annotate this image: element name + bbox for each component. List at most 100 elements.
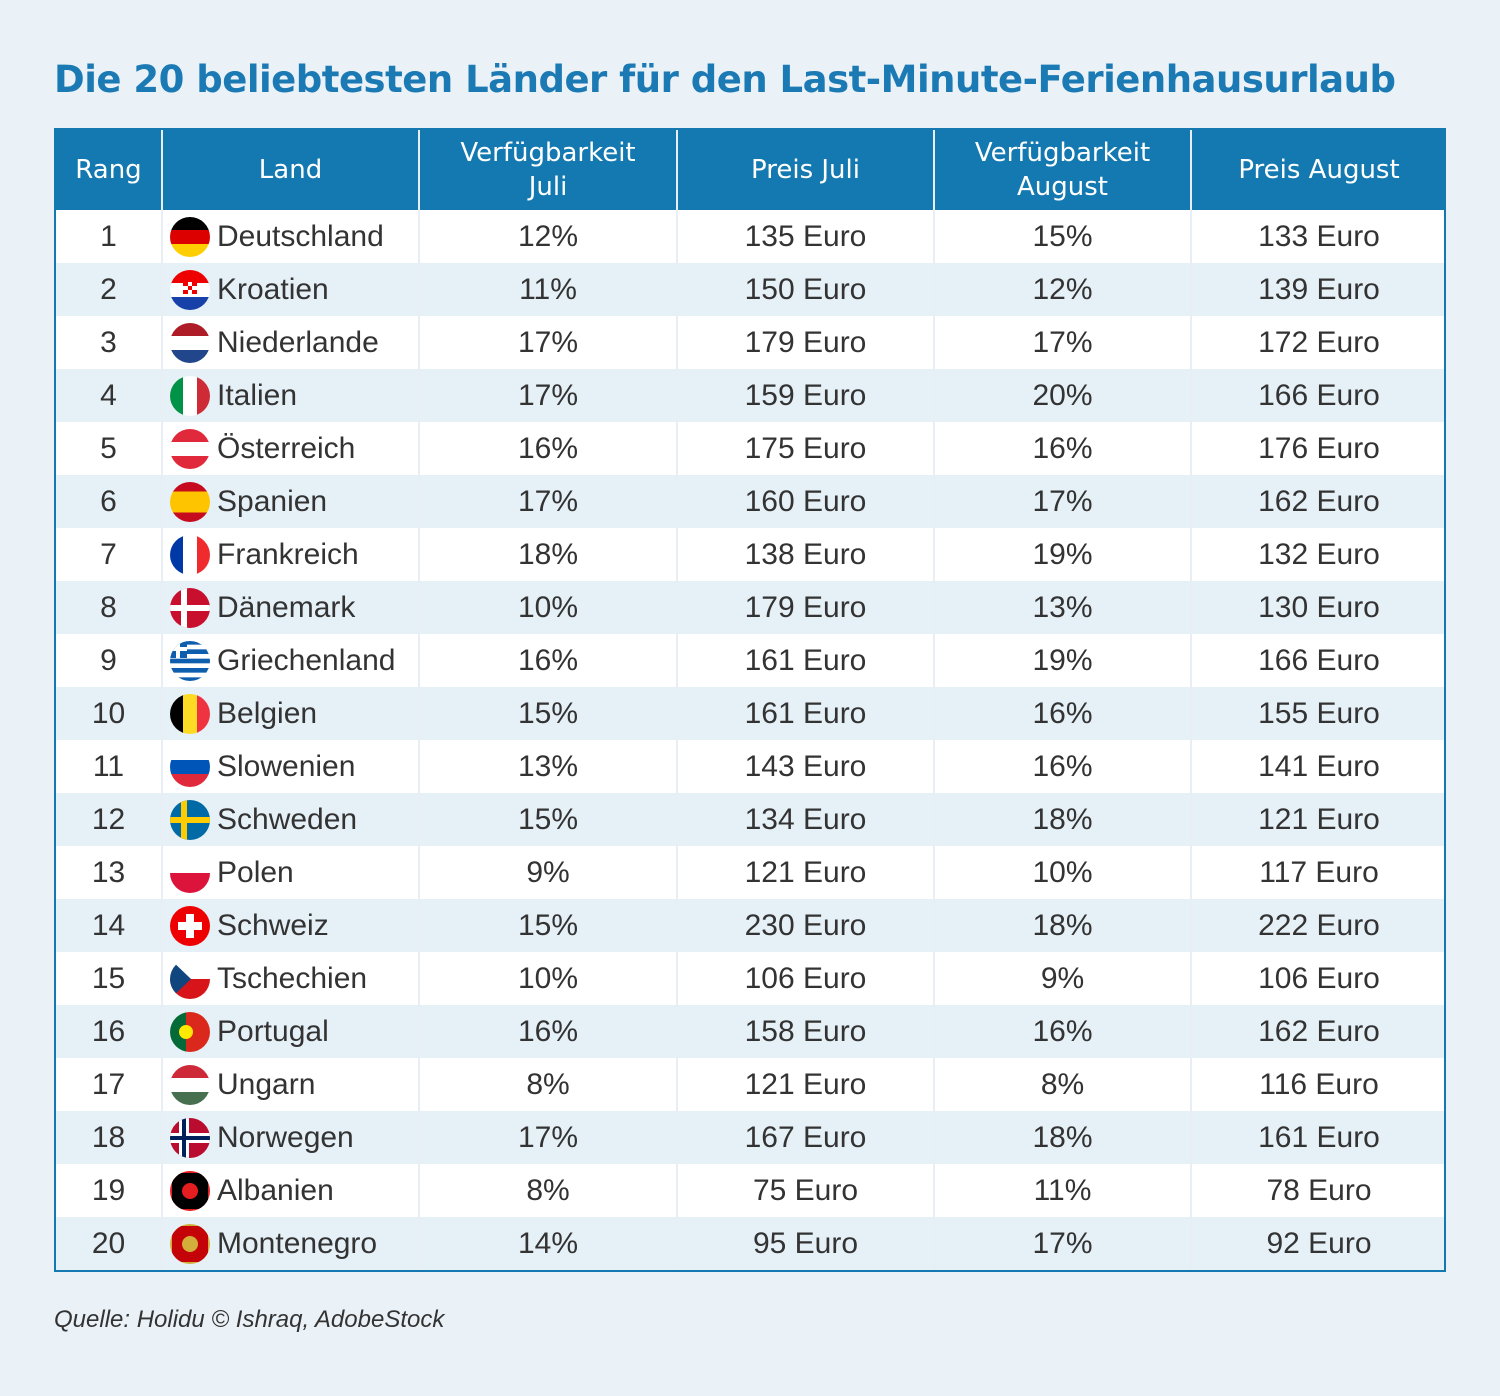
table-row: 8 Dänemark 10% 179 Euro 13% 130 Euro: [56, 581, 1444, 634]
table-cell: 10%: [418, 581, 676, 634]
table-cell: 11%: [933, 1164, 1190, 1217]
table-cell: 134 Euro: [676, 793, 933, 846]
table-cell: 15%: [418, 687, 676, 740]
table-cell: 179 Euro: [676, 581, 933, 634]
flag: [170, 693, 210, 734]
flag-part: [170, 491, 210, 502]
flag-part: [170, 759, 210, 774]
flag-part: [182, 1235, 198, 1252]
flag-part: [170, 958, 210, 999]
land-cell: Österreich: [161, 422, 418, 475]
country-name: Griechenland: [217, 643, 396, 677]
table-cell: 9%: [418, 846, 676, 899]
table-cell: 158 Euro: [676, 1005, 933, 1058]
flag: [170, 799, 210, 840]
country-name: Dänemark: [217, 590, 356, 624]
flag-part: [170, 872, 210, 893]
table-cell: 8%: [418, 1164, 676, 1217]
land-cell: Schweiz: [161, 899, 418, 952]
table-cell: 17%: [933, 475, 1190, 528]
table-cell: 20: [91, 1226, 126, 1260]
land-cell: Italien: [161, 369, 418, 422]
table-cell: 16%: [933, 740, 1190, 793]
table-cell: 121 Euro: [676, 846, 933, 899]
flag-part: [170, 216, 210, 257]
land-cell: Slowenien: [161, 740, 418, 793]
flag: [170, 587, 210, 628]
table-cell: 1: [100, 219, 117, 253]
table-row: 20 Montenegro 14% 95 Euro 17% 92 Euro: [56, 1217, 1444, 1270]
table-cell: 143 Euro: [676, 740, 933, 793]
flag-part: [170, 269, 210, 283]
flag-part: [170, 816, 210, 823]
table: Rang Land Verfügbarkeit Juli Preis Juli Verf…: [54, 128, 1446, 1272]
land-cell: Frankreich: [161, 528, 418, 581]
flag-part: [170, 644, 210, 650]
table-cell: 166 Euro: [1190, 369, 1446, 422]
table-row: 9 Griechenland 16% 161 Euro 19% 166 Euro: [56, 634, 1444, 687]
flag-part: [170, 296, 210, 310]
table-cell: 8%: [418, 1058, 676, 1111]
table-cell: 12: [91, 802, 126, 836]
table-row: 6 Spanien 17% 160 Euro 17% 162 Euro: [56, 475, 1444, 528]
land-cell: Schweden: [161, 793, 418, 846]
land-cell: Kroatien: [161, 263, 418, 316]
flag: [170, 640, 210, 681]
flag: [170, 958, 210, 999]
table-cell: 117 Euro: [1190, 846, 1446, 899]
flag-part: [170, 534, 184, 575]
header-row: Rang Land Verfügbarkeit Juli Preis Juli Verf…: [56, 130, 1444, 210]
flag-part: [170, 587, 210, 628]
table-cell: 139 Euro: [1190, 263, 1446, 316]
table-cell: 16%: [418, 422, 676, 475]
land-cell: Deutschland: [161, 210, 418, 263]
table-cell: 16%: [933, 422, 1190, 475]
header-cell: Rang: [75, 155, 142, 185]
table-cell: 135 Euro: [676, 210, 933, 263]
table-cell: 172 Euro: [1190, 316, 1446, 369]
table-cell: 132 Euro: [1190, 528, 1446, 581]
table-row: 17 Ungarn 8% 121 Euro 8% 116 Euro: [56, 1058, 1444, 1111]
flag-part: [192, 289, 197, 294]
flag-part: [170, 481, 210, 522]
flag-part: [170, 349, 210, 363]
flag: [170, 852, 210, 893]
title: Die 20 beliebtesten Länder für den Last-…: [54, 58, 1396, 101]
table-cell: 133 Euro: [1190, 210, 1446, 263]
country-name: Schweden: [217, 802, 358, 836]
flag-part: [170, 676, 210, 681]
flag-part: [197, 693, 210, 734]
table-cell: 19%: [933, 634, 1190, 687]
country-name: Deutschland: [217, 219, 384, 253]
header-cell: Land: [161, 130, 418, 210]
flag-part: [170, 773, 210, 787]
table-cell: 13%: [418, 740, 676, 793]
table-cell: 8%: [933, 1058, 1190, 1111]
flag-part: [170, 667, 210, 673]
table-cell: 116 Euro: [1190, 1058, 1446, 1111]
flag: [170, 269, 210, 310]
table-cell: 9%: [933, 952, 1190, 1005]
flag: [170, 905, 210, 946]
table-cell: 121 Euro: [1190, 793, 1446, 846]
flag-part: [170, 335, 210, 350]
table-cell: 16: [91, 1014, 126, 1048]
flag: [170, 481, 210, 522]
flag-part: [170, 1170, 210, 1211]
flag-part: [170, 640, 210, 681]
table-cell: 18%: [418, 528, 676, 581]
flag-part: [182, 1182, 198, 1199]
table-row: 10 Belgien 15% 161 Euro 16% 155 Euro: [56, 687, 1444, 740]
table-cell: 95 Euro: [676, 1217, 933, 1270]
table-cell: 15%: [418, 793, 676, 846]
table-cell: 5: [100, 431, 117, 465]
table-cell: 230 Euro: [676, 899, 933, 952]
table-cell: 2: [100, 272, 117, 306]
country-name: Spanien: [217, 484, 328, 518]
table-row: 11 Slowenien 13% 143 Euro 16% 141 Euro: [56, 740, 1444, 793]
flag-part: [170, 1064, 210, 1105]
land-cell: Portugal: [161, 1005, 418, 1058]
land-cell: Belgien: [161, 687, 418, 740]
table-cell: 176 Euro: [1190, 422, 1446, 475]
